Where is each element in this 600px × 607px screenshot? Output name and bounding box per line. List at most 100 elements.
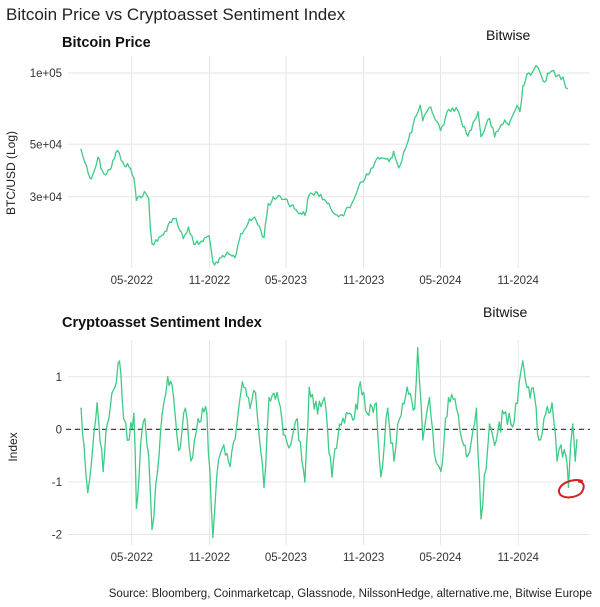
data-point bbox=[422, 439, 424, 441]
data-point bbox=[122, 161, 124, 163]
data-point bbox=[569, 444, 572, 446]
x-tick-label: 05-2024 bbox=[419, 275, 462, 287]
data-point bbox=[416, 347, 419, 349]
data-point bbox=[234, 256, 236, 259]
gridlines bbox=[68, 56, 590, 268]
data-point bbox=[349, 206, 351, 209]
data-point bbox=[323, 198, 326, 201]
x-tick-label: 05-2022 bbox=[111, 552, 153, 564]
y-tick-label: 3e+04 bbox=[30, 192, 63, 204]
y-tick-label: 5e+04 bbox=[30, 139, 63, 151]
data-point bbox=[239, 233, 242, 235]
data-point bbox=[574, 460, 576, 462]
data-point bbox=[406, 386, 408, 389]
data-point bbox=[531, 71, 534, 73]
data-point bbox=[359, 181, 362, 184]
data-point bbox=[419, 104, 422, 107]
data-point bbox=[295, 209, 297, 211]
data-point bbox=[215, 475, 218, 478]
data-point bbox=[106, 423, 109, 425]
data-point bbox=[377, 156, 379, 159]
data-point bbox=[331, 475, 333, 478]
data-point bbox=[556, 460, 558, 462]
data-point bbox=[193, 243, 195, 245]
x-tick-label: 11-2024 bbox=[498, 275, 540, 287]
data-point bbox=[277, 194, 280, 197]
data-point bbox=[149, 227, 152, 230]
series-line bbox=[80, 65, 568, 266]
data-point bbox=[225, 253, 227, 256]
data-point bbox=[102, 470, 104, 473]
data-point bbox=[392, 150, 395, 153]
data-point bbox=[560, 444, 562, 446]
data-point bbox=[538, 439, 540, 441]
data-point bbox=[83, 444, 85, 446]
data-point bbox=[208, 235, 210, 237]
data-point bbox=[161, 412, 163, 415]
data-point bbox=[133, 177, 135, 179]
data-point bbox=[253, 216, 256, 218]
y-tick-label: -2 bbox=[52, 529, 62, 541]
data-point bbox=[109, 169, 111, 171]
data-point bbox=[276, 391, 278, 394]
data-point bbox=[398, 418, 401, 420]
data-point bbox=[139, 444, 142, 446]
data-point bbox=[147, 454, 150, 457]
data-point bbox=[366, 412, 369, 415]
brand-logo: Bitwise bbox=[483, 304, 528, 320]
data-point bbox=[162, 233, 165, 236]
data-point bbox=[422, 119, 424, 122]
data-point bbox=[144, 418, 146, 420]
data-point bbox=[386, 407, 389, 410]
x-tick-label: 05-2023 bbox=[265, 552, 307, 564]
data-point bbox=[567, 486, 570, 488]
y-tick-label: 0 bbox=[56, 424, 62, 436]
data-point bbox=[184, 407, 187, 410]
data-point bbox=[229, 465, 231, 467]
data-point bbox=[397, 166, 400, 169]
data-point bbox=[571, 423, 574, 425]
data-point bbox=[304, 214, 306, 216]
data-point bbox=[480, 135, 482, 138]
data-point bbox=[151, 528, 153, 530]
data-point bbox=[267, 203, 270, 205]
data-point bbox=[439, 129, 442, 132]
data-point bbox=[440, 470, 442, 473]
data-point bbox=[462, 444, 465, 446]
x-tick-label: 05-2022 bbox=[111, 275, 153, 287]
data-point bbox=[508, 124, 510, 126]
data-point bbox=[143, 190, 146, 193]
data-point bbox=[151, 242, 153, 245]
data-point bbox=[87, 491, 89, 494]
sentiment-index-chart: Cryptoasset Sentiment Index Bitwise Inde… bbox=[6, 304, 590, 564]
data-point bbox=[96, 402, 98, 404]
data-point bbox=[187, 226, 190, 228]
data-point bbox=[353, 418, 356, 420]
data-point bbox=[551, 70, 553, 72]
data-point bbox=[304, 481, 306, 483]
data-point bbox=[503, 119, 506, 121]
data-point bbox=[118, 360, 121, 362]
series-line bbox=[80, 347, 578, 538]
data-point bbox=[516, 105, 518, 107]
data-point bbox=[217, 261, 219, 264]
data-point bbox=[268, 397, 270, 399]
data-point bbox=[172, 397, 175, 399]
data-point bbox=[380, 475, 382, 478]
bitcoin-price-chart: Bitcoin Price Bitwise BTC/USD (Log) 05-2… bbox=[4, 27, 590, 287]
data-point bbox=[526, 386, 528, 389]
x-tick-label: 11-2022 bbox=[189, 552, 230, 564]
data-point bbox=[455, 107, 457, 109]
data-point bbox=[197, 418, 199, 420]
chart-title: Cryptoasset Sentiment Index bbox=[62, 315, 262, 331]
data-point bbox=[338, 423, 341, 425]
data-point bbox=[284, 198, 287, 200]
data-point bbox=[447, 397, 450, 399]
data-point bbox=[488, 423, 491, 425]
data-point bbox=[477, 111, 479, 113]
data-point bbox=[122, 418, 125, 420]
page-title: Bitcoin Price vs Cryptoasset Sentiment I… bbox=[6, 5, 346, 24]
x-tick-label: 05-2024 bbox=[419, 552, 462, 564]
source-note: Source: Bloomberg, Coinmarketcap, Glassn… bbox=[108, 588, 592, 600]
data-point bbox=[455, 407, 458, 410]
